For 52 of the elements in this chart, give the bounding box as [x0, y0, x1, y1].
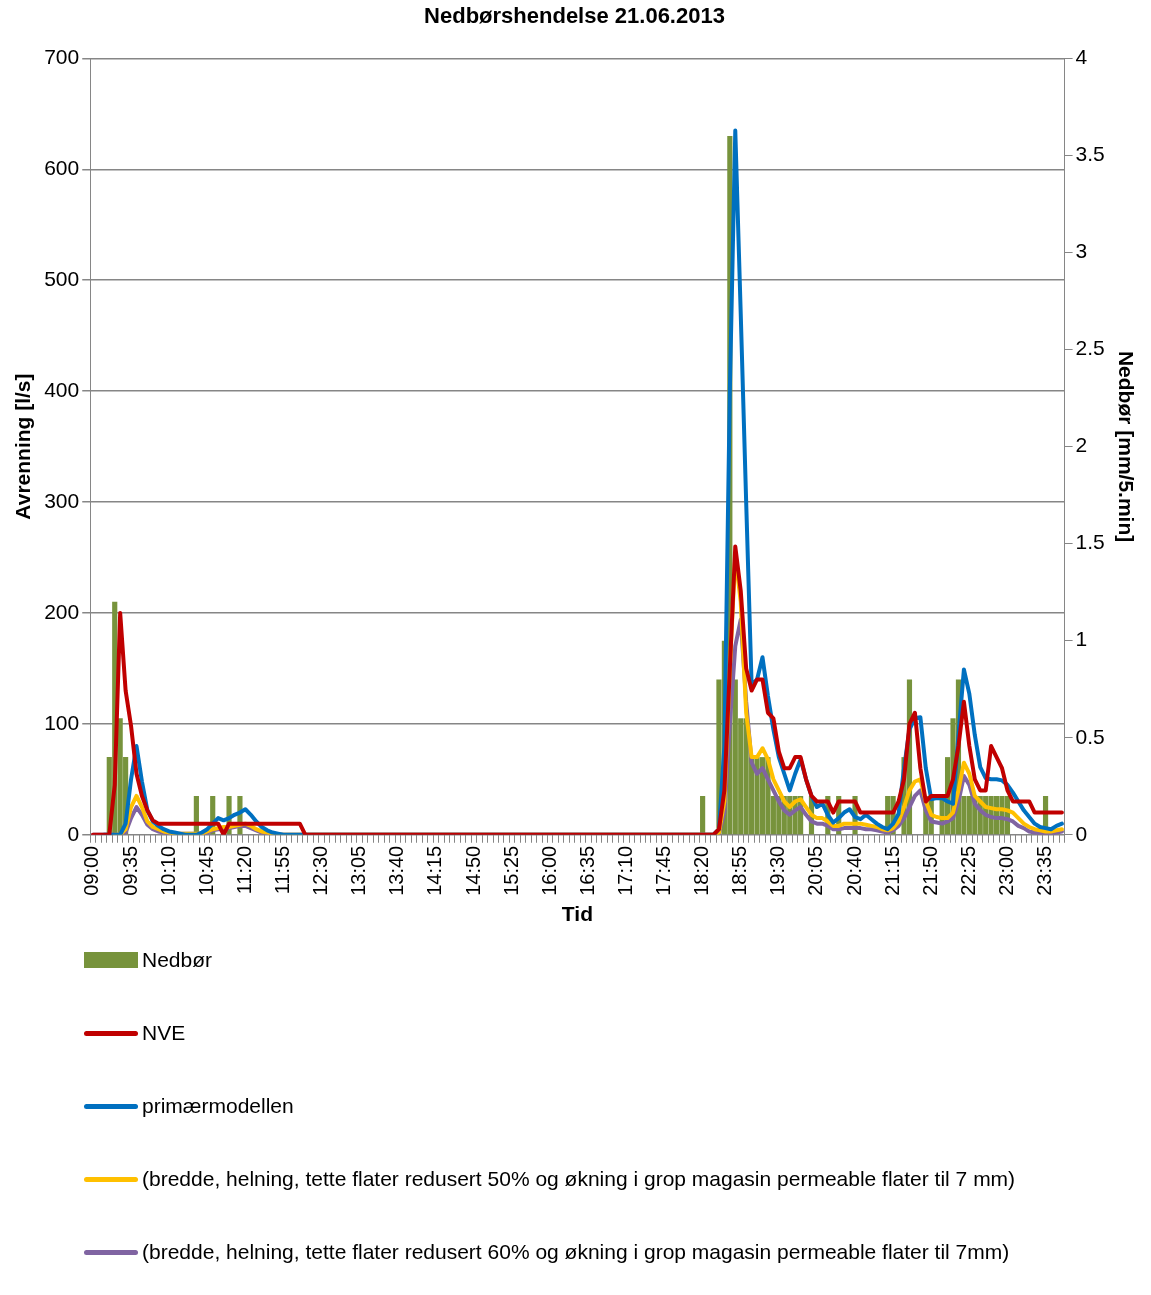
legend-label: (bredde, helning, tette flater redusert 60% og økning i grop magasin permeable flater til 7mm): [142, 1239, 1011, 1265]
x-tick-label: 22:25: [956, 845, 979, 896]
x-tick-label: 14:15: [423, 845, 446, 896]
y2-tick-label: 3.5: [1075, 142, 1105, 166]
x-tick-label: 18:20: [690, 845, 713, 896]
y2-tick-label: 4: [1075, 45, 1088, 69]
x-tick-label: 23:35: [1033, 845, 1056, 896]
x-tick-label: 21:50: [918, 845, 941, 896]
x-tick-label: 10:10: [156, 845, 179, 896]
legend-label: NVE: [142, 1020, 187, 1046]
y2-axis-title: Nedbør [mm/5.min]: [1114, 350, 1138, 543]
y-tick-label: 100: [44, 710, 80, 734]
x-axis-title: Tid: [561, 902, 593, 926]
x-tick-label: 17:10: [613, 845, 636, 896]
legend-label: Nedbør: [142, 947, 214, 973]
legend-label: (bredde, helning, tette flater redusert 50% og økning i grop magasin permeable flater til 7 mm): [142, 1166, 1017, 1192]
x-tick-label: 17:45: [652, 845, 675, 896]
y2-tick-label: 3: [1075, 239, 1088, 263]
y2-tick-label: 0: [1075, 821, 1088, 845]
chart-title: Nedbørshendelse 21.06.2013: [424, 3, 725, 29]
y2-tick-label: 1: [1075, 627, 1088, 651]
y-tick-label: 500: [44, 267, 80, 291]
x-tick-label: 15:25: [499, 845, 522, 896]
y-tick-label: 400: [44, 377, 80, 401]
y-tick-label: 600: [44, 156, 80, 180]
y2-tick-label: 0.5: [1075, 724, 1105, 748]
x-tick-label: 11:55: [270, 845, 293, 895]
x-tick-label: 09:00: [80, 845, 103, 896]
x-tick-label: 14:50: [461, 845, 484, 896]
y2-tick-label: 2: [1075, 433, 1088, 457]
x-tick-label: 19:30: [766, 845, 789, 896]
x-tick-label: 13:05: [347, 845, 370, 896]
y2-tick-label: 2.5: [1075, 336, 1105, 360]
x-tick-label: 13:40: [385, 845, 408, 896]
x-tick-label: 10:45: [194, 845, 217, 896]
legend-label: primærmodellen: [142, 1093, 295, 1119]
x-tick-label: 16:00: [537, 845, 560, 896]
x-tick-label: 20:40: [842, 845, 865, 896]
x-tick-label: 09:35: [118, 845, 141, 896]
x-tick-label: 20:05: [804, 845, 827, 896]
y-tick-label: 300: [44, 488, 80, 512]
y-tick-label: 0: [67, 821, 80, 845]
x-tick-label: 16:35: [575, 845, 598, 896]
y-tick-label: 200: [44, 599, 80, 623]
x-tick-label: 11:20: [232, 845, 255, 895]
x-tick-label: 23:00: [994, 845, 1017, 896]
y-axis-title: Avrenning [l/s]: [11, 373, 35, 520]
y2-tick-label: 1.5: [1075, 530, 1105, 554]
x-tick-label: 12:30: [309, 845, 332, 896]
x-tick-label: 18:55: [728, 845, 751, 896]
x-tick-label: 21:15: [880, 845, 903, 896]
y-tick-label: 700: [44, 45, 80, 69]
